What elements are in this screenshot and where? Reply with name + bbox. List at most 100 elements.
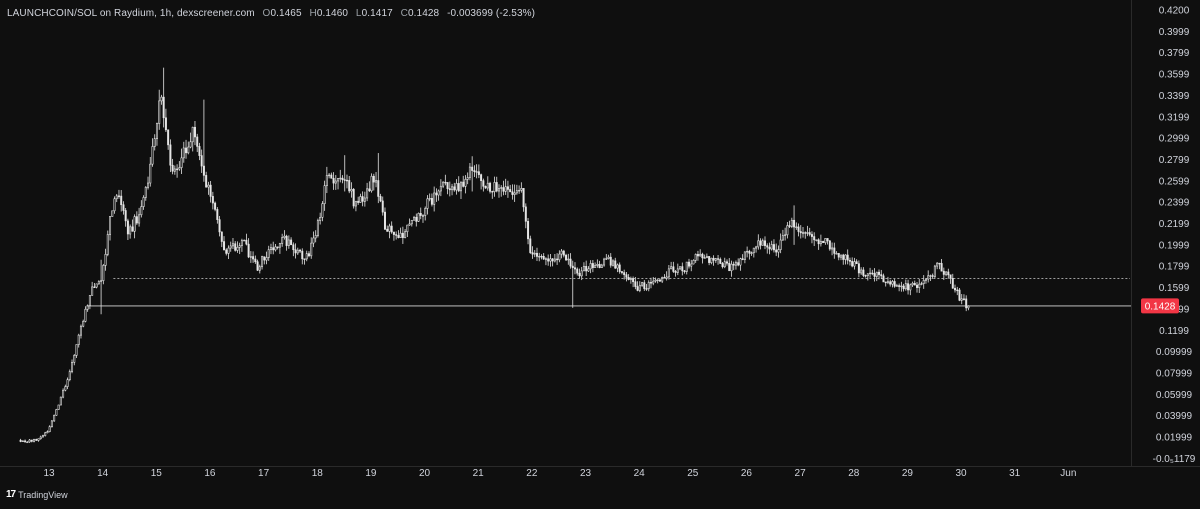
candle: [19, 438, 22, 443]
candle: [341, 175, 344, 184]
candle: [229, 241, 232, 252]
candle: [334, 175, 337, 190]
candle: [560, 249, 563, 259]
candle: [506, 180, 509, 198]
high-label: H: [309, 8, 317, 19]
candle: [124, 207, 127, 227]
candle: [690, 259, 693, 272]
candle: [421, 214, 424, 223]
candle: [437, 189, 440, 201]
x-tick-label: 17: [258, 468, 270, 479]
x-tick-label: 20: [419, 468, 431, 479]
candle: [178, 161, 181, 171]
candle: [37, 438, 40, 442]
candle: [164, 108, 167, 133]
x-tick-label: 24: [634, 468, 646, 479]
y-tick-label: 0.1999: [1159, 240, 1190, 251]
candle: [772, 239, 775, 253]
candle: [115, 194, 118, 203]
candle: [777, 245, 780, 258]
candle: [428, 193, 431, 202]
candle: [831, 242, 834, 256]
candle: [77, 333, 80, 348]
x-tick-label: 15: [151, 468, 163, 479]
candle: [82, 319, 85, 328]
candle: [171, 158, 174, 175]
candle: [810, 231, 813, 244]
candle: [860, 267, 863, 275]
candle: [283, 230, 286, 240]
candle: [942, 267, 945, 281]
candle: [786, 222, 789, 239]
candle: [562, 249, 565, 258]
candle: [598, 260, 601, 269]
candle: [446, 182, 449, 195]
candle: [117, 189, 120, 199]
candle: [920, 281, 923, 286]
candle: [714, 257, 717, 263]
candle: [567, 253, 570, 265]
candle: [683, 269, 686, 274]
candle: [808, 227, 811, 237]
candle: [840, 254, 843, 261]
candle: [956, 286, 959, 296]
candle: [817, 238, 820, 250]
candle: [790, 217, 793, 229]
x-tick-label: 31: [1009, 468, 1021, 479]
candle: [129, 224, 132, 239]
candle: [44, 431, 47, 437]
candle: [231, 237, 234, 250]
tradingview-brand[interactable]: 17 TradingView: [6, 489, 68, 500]
candle: [155, 122, 158, 146]
candle: [945, 271, 948, 277]
candle: [312, 231, 315, 248]
candle: [167, 129, 170, 150]
candle: [278, 242, 281, 254]
candle: [368, 181, 371, 193]
candle: [144, 186, 147, 201]
candle: [493, 176, 496, 197]
candle: [837, 252, 840, 261]
candle: [234, 241, 237, 252]
candle: [853, 257, 856, 270]
candle: [323, 180, 326, 211]
candle: [395, 231, 398, 240]
candle: [962, 294, 965, 301]
candle: [497, 184, 500, 198]
candle: [833, 242, 836, 259]
candle: [531, 246, 534, 259]
candle: [902, 283, 905, 292]
candle: [513, 184, 516, 202]
candle: [618, 262, 621, 274]
candle: [802, 227, 804, 238]
candle: [719, 257, 722, 265]
brand-label: TradingView: [18, 489, 68, 500]
candle: [748, 249, 751, 260]
y-tick-label: 0.3199: [1159, 112, 1190, 123]
y-tick-label: 0.2999: [1159, 134, 1190, 145]
candle: [84, 306, 87, 323]
candle: [616, 263, 619, 273]
candle: [30, 439, 33, 443]
y-tick-label: 0.07999: [1156, 368, 1193, 379]
candle: [122, 201, 125, 215]
candle: [600, 263, 603, 268]
candle: [375, 171, 378, 188]
candle: [214, 201, 217, 212]
candle: [743, 251, 746, 264]
candle: [182, 141, 185, 163]
candle: [535, 247, 538, 262]
candle: [826, 238, 829, 245]
candle: [556, 253, 559, 265]
candle: [551, 258, 554, 267]
candle: [73, 354, 76, 366]
candle: [489, 181, 492, 194]
candle: [325, 166, 328, 194]
candle: [406, 224, 409, 237]
candle: [578, 268, 581, 279]
candle: [256, 259, 259, 271]
candle: [448, 181, 451, 197]
candle: [111, 210, 114, 217]
